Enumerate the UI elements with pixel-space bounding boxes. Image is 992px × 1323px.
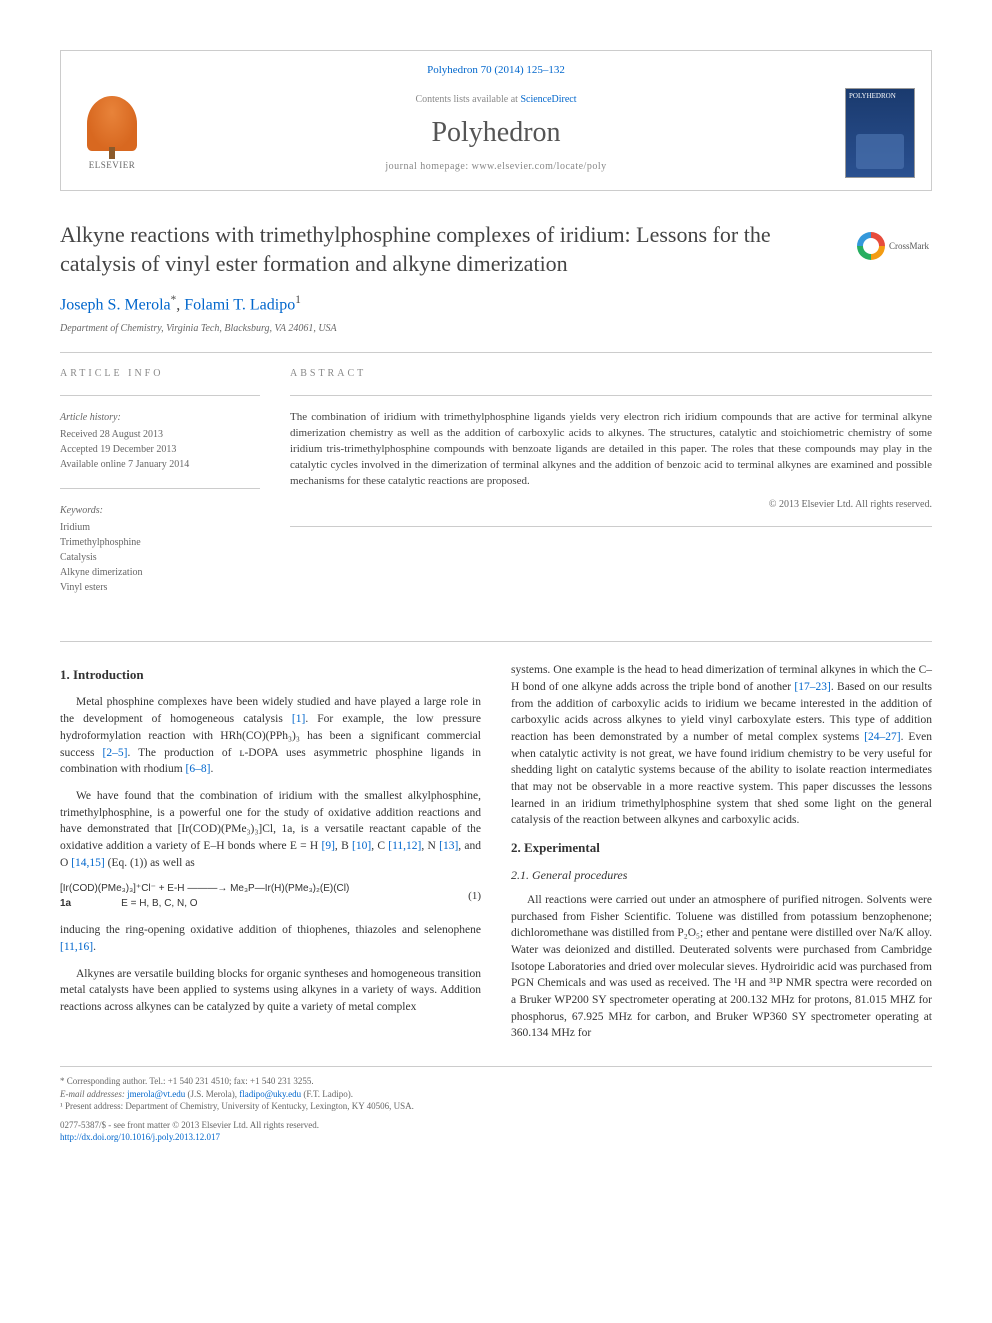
abstract-heading: ABSTRACT bbox=[290, 367, 932, 381]
experimental-para-1: All reactions were carried out under an … bbox=[511, 892, 932, 1042]
keywords-block: Keywords: Iridium Trimethylphosphine Cat… bbox=[60, 503, 260, 595]
ref-link[interactable]: [11,12] bbox=[388, 840, 421, 852]
journal-cover-thumbnail[interactable]: POLYHEDRON bbox=[845, 88, 915, 178]
author-2-mark: 1 bbox=[295, 294, 301, 306]
divider bbox=[290, 395, 932, 396]
text: . Even when catalytic activity is not gr… bbox=[511, 731, 932, 826]
journal-homepage: journal homepage: www.elsevier.com/locat… bbox=[147, 160, 845, 174]
journal-header: Polyhedron 70 (2014) 125–132 ELSEVIER Co… bbox=[60, 50, 932, 191]
accepted-date: Accepted 19 December 2013 bbox=[60, 442, 260, 457]
elsevier-tree-icon bbox=[87, 96, 137, 151]
intro-para-2: We have found that the combination of ir… bbox=[60, 788, 481, 871]
section-2-heading: 2. Experimental bbox=[511, 839, 932, 857]
keywords-label: Keywords: bbox=[60, 503, 260, 518]
equation-1: [Ir(COD)(PMe₃)₃]⁺Cl⁻ + E-H ———→ Me₃P—Ir(… bbox=[60, 883, 481, 910]
text: . bbox=[93, 941, 96, 953]
present-address-note: ¹ Present address: Department of Chemist… bbox=[60, 1100, 932, 1113]
divider bbox=[60, 488, 260, 489]
history-label: Article history: bbox=[60, 410, 260, 425]
ref-link[interactable]: [17–23] bbox=[794, 681, 830, 693]
divider bbox=[60, 641, 932, 642]
divider bbox=[60, 352, 932, 353]
author-list: Joseph S. Merola*, Folami T. Ladipo1 bbox=[60, 293, 842, 317]
email-link-1[interactable]: jmerola@vt.edu bbox=[127, 1089, 185, 1099]
elsevier-label: ELSEVIER bbox=[89, 159, 136, 172]
eq-product: Me₃P—Ir(H)(PMe₃)₂(E)(Cl) bbox=[230, 883, 349, 894]
email-who: (J.S. Merola), bbox=[185, 1089, 239, 1099]
ref-link[interactable]: [6–8] bbox=[186, 763, 211, 775]
eq-note: E = H, B, C, N, O bbox=[121, 898, 197, 909]
elsevier-logo[interactable]: ELSEVIER bbox=[77, 93, 147, 173]
crossmark-icon bbox=[857, 232, 885, 260]
section-1-heading: 1. Introduction bbox=[60, 666, 481, 684]
ref-link[interactable]: [11,16] bbox=[60, 941, 93, 953]
corresponding-author: * Corresponding author. Tel.: +1 540 231… bbox=[60, 1075, 932, 1088]
sciencedirect-link[interactable]: ScienceDirect bbox=[520, 94, 576, 105]
equation-scheme: [Ir(COD)(PMe₃)₃]⁺Cl⁻ + E-H ———→ Me₃P—Ir(… bbox=[60, 883, 349, 910]
ref-link[interactable]: [9] bbox=[322, 840, 335, 852]
equation-number: (1) bbox=[468, 889, 481, 904]
homepage-url[interactable]: www.elsevier.com/locate/poly bbox=[472, 161, 607, 172]
article-history: Article history: Received 28 August 2013… bbox=[60, 410, 260, 472]
journal-title: Polyhedron bbox=[147, 113, 845, 152]
email-label: E-mail addresses: bbox=[60, 1089, 127, 1099]
keyword: Alkyne dimerization bbox=[60, 565, 260, 580]
text: inducing the ring-opening oxidative addi… bbox=[60, 924, 481, 936]
intro-para-5: systems. One example is the head to head… bbox=[511, 662, 932, 829]
keyword: Vinyl esters bbox=[60, 580, 260, 595]
ref-link[interactable]: [24–27] bbox=[864, 731, 900, 743]
text: , N bbox=[421, 840, 439, 852]
article-title: Alkyne reactions with trimethylphosphine… bbox=[60, 221, 842, 278]
contents-available: Contents lists available at ScienceDirec… bbox=[147, 93, 845, 107]
keyword: Iridium bbox=[60, 520, 260, 535]
ref-link[interactable]: [13] bbox=[439, 840, 458, 852]
article-body: 1. Introduction Metal phosphine complexe… bbox=[60, 662, 932, 1042]
crossmark-label: CrossMark bbox=[889, 240, 929, 253]
issn-line: 0277-5387/$ - see front matter © 2013 El… bbox=[60, 1119, 319, 1132]
ref-link[interactable]: [2–5] bbox=[103, 747, 128, 759]
email-link-2[interactable]: fladipo@uky.edu bbox=[239, 1089, 301, 1099]
author-1[interactable]: Joseph S. Merola bbox=[60, 296, 171, 313]
eq-arrow: ———→ bbox=[187, 883, 227, 894]
author-2[interactable]: Folami T. Ladipo bbox=[184, 296, 295, 313]
email-who: (F.T. Ladipo). bbox=[301, 1089, 353, 1099]
abstract-copyright: © 2013 Elsevier Ltd. All rights reserved… bbox=[290, 498, 932, 512]
text: . bbox=[210, 763, 213, 775]
received-date: Received 28 August 2013 bbox=[60, 427, 260, 442]
homepage-prefix: journal homepage: bbox=[385, 161, 471, 172]
text: (Eq. (1)) as well as bbox=[105, 857, 195, 869]
eq-reactant: [Ir(COD)(PMe₃)₃]⁺Cl⁻ + E-H bbox=[60, 883, 185, 894]
email-addresses: E-mail addresses: jmerola@vt.edu (J.S. M… bbox=[60, 1088, 932, 1101]
article-info-heading: ARTICLE INFO bbox=[60, 367, 260, 381]
crossmark-badge[interactable]: CrossMark bbox=[857, 226, 932, 266]
section-2-1-heading: 2.1. General procedures bbox=[511, 867, 932, 884]
text: , C bbox=[371, 840, 388, 852]
divider bbox=[60, 395, 260, 396]
ref-link[interactable]: [1] bbox=[292, 713, 305, 725]
doi-link[interactable]: http://dx.doi.org/10.1016/j.poly.2013.12… bbox=[60, 1132, 220, 1142]
keyword: Catalysis bbox=[60, 550, 260, 565]
text: , B bbox=[335, 840, 352, 852]
keyword: Trimethylphosphine bbox=[60, 535, 260, 550]
page-footer: * Corresponding author. Tel.: +1 540 231… bbox=[60, 1066, 932, 1144]
divider bbox=[290, 526, 932, 527]
eq-compound-label: 1a bbox=[60, 898, 71, 909]
abstract-text: The combination of iridium with trimethy… bbox=[290, 410, 932, 490]
online-date: Available online 7 January 2014 bbox=[60, 457, 260, 472]
intro-para-1: Metal phosphine complexes have been wide… bbox=[60, 694, 481, 777]
ref-link[interactable]: [14,15] bbox=[71, 857, 105, 869]
contents-prefix: Contents lists available at bbox=[415, 94, 520, 105]
citation-line: Polyhedron 70 (2014) 125–132 bbox=[77, 63, 915, 78]
affiliation: Department of Chemistry, Virginia Tech, … bbox=[60, 322, 842, 336]
intro-para-4: Alkynes are versatile building blocks fo… bbox=[60, 966, 481, 1016]
intro-para-3: inducing the ring-opening oxidative addi… bbox=[60, 922, 481, 955]
ref-link[interactable]: [10] bbox=[352, 840, 371, 852]
